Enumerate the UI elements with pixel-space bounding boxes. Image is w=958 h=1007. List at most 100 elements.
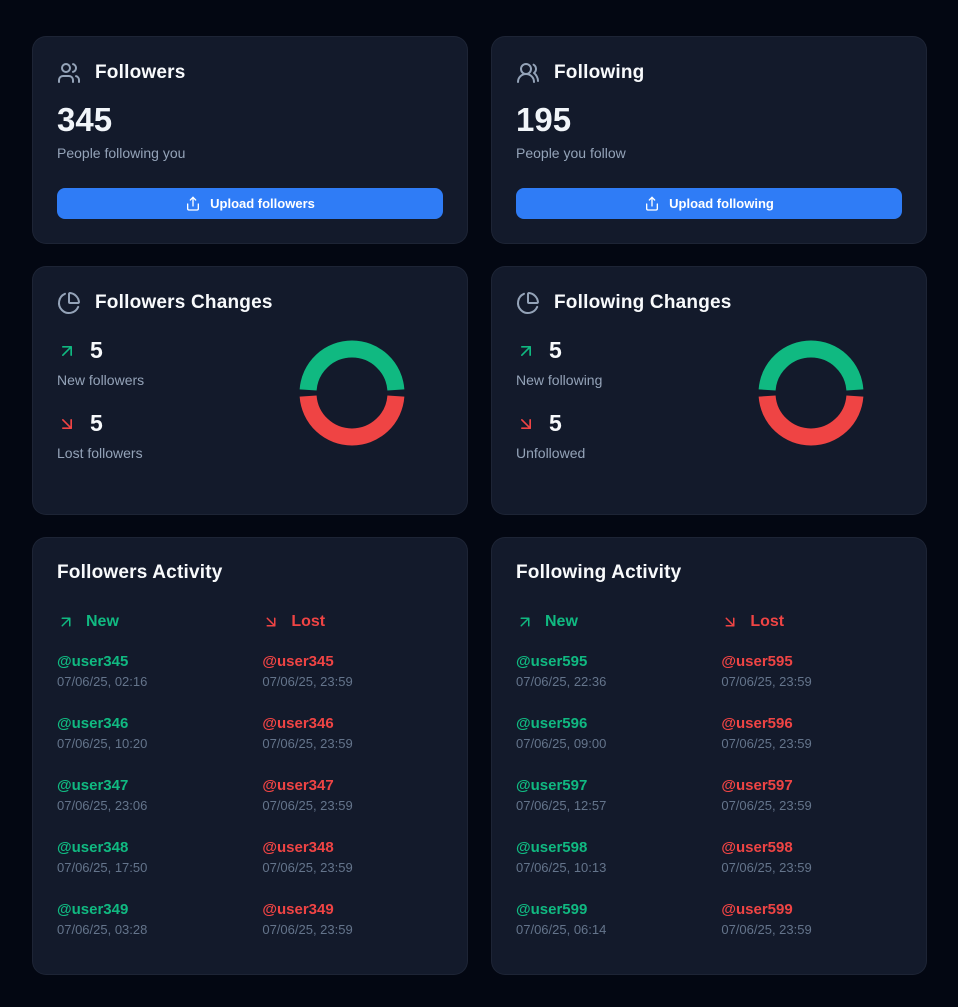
followers-card-title: Followers	[95, 62, 186, 83]
new-column-header: New	[57, 613, 262, 631]
arrow-up-right-icon	[57, 341, 77, 361]
new-followers-stat: 5 New followers	[57, 337, 297, 388]
arrow-down-right-icon	[721, 613, 739, 631]
following-changes-body: 5 New following 5 Unfollowed	[516, 337, 902, 461]
activity-entry: @user348 07/06/25, 23:59	[262, 839, 443, 875]
activity-entry: @user346 07/06/25, 23:59	[262, 715, 443, 751]
upload-following-button[interactable]: Upload following	[516, 188, 902, 220]
activity-timestamp: 07/06/25, 10:20	[57, 736, 148, 751]
lost-followers-count: 5	[90, 410, 103, 436]
arrow-up-right-icon	[516, 613, 534, 631]
activity-username: @user598	[721, 839, 793, 856]
new-following-count: 5	[549, 337, 562, 363]
arrow-down-right-icon	[57, 414, 77, 434]
donut-segment-lost	[299, 395, 405, 446]
followers-count: 345	[57, 101, 113, 138]
arrow-down-right-icon	[262, 613, 280, 631]
donut-segment-lost	[758, 395, 864, 446]
lost-column-header: Lost	[262, 613, 443, 631]
following-subtitle: People you follow	[516, 145, 626, 162]
users-round-icon	[516, 61, 540, 85]
followers-card: Followers 345 People following you Uploa…	[32, 36, 468, 244]
activity-entry: @user345 07/06/25, 02:16	[57, 653, 262, 689]
activity-username: @user348	[262, 839, 334, 856]
unfollowed-count: 5	[549, 410, 562, 436]
activity-timestamp: 07/06/25, 10:13	[516, 860, 607, 875]
following-card-header: Following	[516, 61, 902, 85]
activity-timestamp: 07/06/25, 23:59	[721, 860, 812, 875]
activity-entry: @user345 07/06/25, 23:59	[262, 653, 443, 689]
activity-timestamp: 07/06/25, 23:59	[262, 922, 353, 937]
followers-activity-title: Followers Activity	[57, 562, 223, 583]
activity-username: @user595	[721, 653, 793, 670]
following-activity-title: Following Activity	[516, 562, 682, 583]
activity-entry: @user347 07/06/25, 23:06	[57, 777, 262, 813]
following-activity-lost-column: Lost @user595 07/06/25, 23:59 @user596 07/0…	[721, 613, 902, 937]
following-changes-donut-chart	[756, 338, 866, 461]
new-following-label: New following	[516, 372, 603, 388]
activity-timestamp: 07/06/25, 02:16	[57, 674, 148, 689]
upload-following-label: Upload following	[669, 196, 774, 212]
lost-column-header: Lost	[721, 613, 902, 631]
activity-username: @user598	[516, 839, 588, 856]
new-following-list: @user595 07/06/25, 22:36 @user596 07/06/25,…	[516, 653, 721, 937]
activity-entry: @user597 07/06/25, 12:57	[516, 777, 721, 813]
activity-entry: @user599 07/06/25, 06:14	[516, 901, 721, 937]
donut-segment-new	[758, 340, 864, 391]
upload-followers-label: Upload followers	[210, 196, 315, 212]
users-icon	[57, 61, 81, 85]
arrow-up-right-icon	[516, 341, 536, 361]
pie-chart-icon	[57, 291, 81, 315]
activity-entry: @user598 07/06/25, 23:59	[721, 839, 902, 875]
lost-followers-label: Lost followers	[57, 445, 143, 461]
lost-followers-stat: 5 Lost followers	[57, 410, 297, 461]
activity-timestamp: 07/06/25, 23:06	[57, 798, 148, 813]
unfollowed-label: Unfollowed	[516, 445, 586, 461]
upload-followers-button[interactable]: Upload followers	[57, 188, 443, 220]
following-card: Following 195 People you follow Upload f…	[491, 36, 927, 244]
activity-timestamp: 07/06/25, 23:59	[262, 860, 353, 875]
activity-entry: @user596 07/06/25, 09:00	[516, 715, 721, 751]
activity-timestamp: 07/06/25, 17:50	[57, 860, 148, 875]
followers-card-header: Followers	[57, 61, 443, 85]
new-column-label: New	[545, 613, 578, 630]
lost-followers-list: @user345 07/06/25, 23:59 @user346 07/06/25,…	[262, 653, 443, 937]
activity-entry: @user595 07/06/25, 22:36	[516, 653, 721, 689]
arrow-down-right-icon	[516, 414, 536, 434]
activity-entry: @user597 07/06/25, 23:59	[721, 777, 902, 813]
donut-segment-new	[299, 340, 405, 391]
activity-timestamp: 07/06/25, 23:59	[721, 736, 812, 751]
activity-username: @user347	[57, 777, 129, 794]
activity-entry: @user595 07/06/25, 23:59	[721, 653, 902, 689]
activity-username: @user599	[516, 901, 588, 918]
activity-username: @user346	[57, 715, 129, 732]
followers-changes-title: Followers Changes	[95, 292, 273, 313]
following-changes-stats: 5 New following 5 Unfollowed	[516, 337, 756, 461]
new-followers-label: New followers	[57, 372, 145, 388]
activity-username: @user348	[57, 839, 129, 856]
activity-username: @user346	[262, 715, 334, 732]
following-activity-card: Following Activity New @user595 07/06/25,…	[491, 537, 927, 975]
activity-username: @user345	[57, 653, 129, 670]
activity-username: @user596	[721, 715, 793, 732]
activity-entry: @user596 07/06/25, 23:59	[721, 715, 902, 751]
activity-entry: @user346 07/06/25, 10:20	[57, 715, 262, 751]
pie-chart-icon	[516, 291, 540, 315]
activity-entry: @user347 07/06/25, 23:59	[262, 777, 443, 813]
activity-entry: @user598 07/06/25, 10:13	[516, 839, 721, 875]
followers-changes-card: Followers Changes 5 New followers	[32, 266, 468, 515]
followers-subtitle: People following you	[57, 145, 186, 162]
activity-timestamp: 07/06/25, 06:14	[516, 922, 607, 937]
new-following-stat: 5 New following	[516, 337, 756, 388]
new-column-label: New	[86, 613, 119, 630]
lost-column-label: Lost	[750, 613, 785, 630]
activity-entry: @user348 07/06/25, 17:50	[57, 839, 262, 875]
activity-username: @user349	[57, 901, 129, 918]
activity-timestamp: 07/06/25, 23:59	[721, 798, 812, 813]
followers-activity-card: Followers Activity New @user345 07/06/25,…	[32, 537, 468, 975]
activity-username: @user596	[516, 715, 588, 732]
stats-row: Followers 345 People following you Uploa…	[32, 36, 927, 244]
unfollowed-stat: 5 Unfollowed	[516, 410, 756, 461]
lost-column-label: Lost	[291, 613, 326, 630]
